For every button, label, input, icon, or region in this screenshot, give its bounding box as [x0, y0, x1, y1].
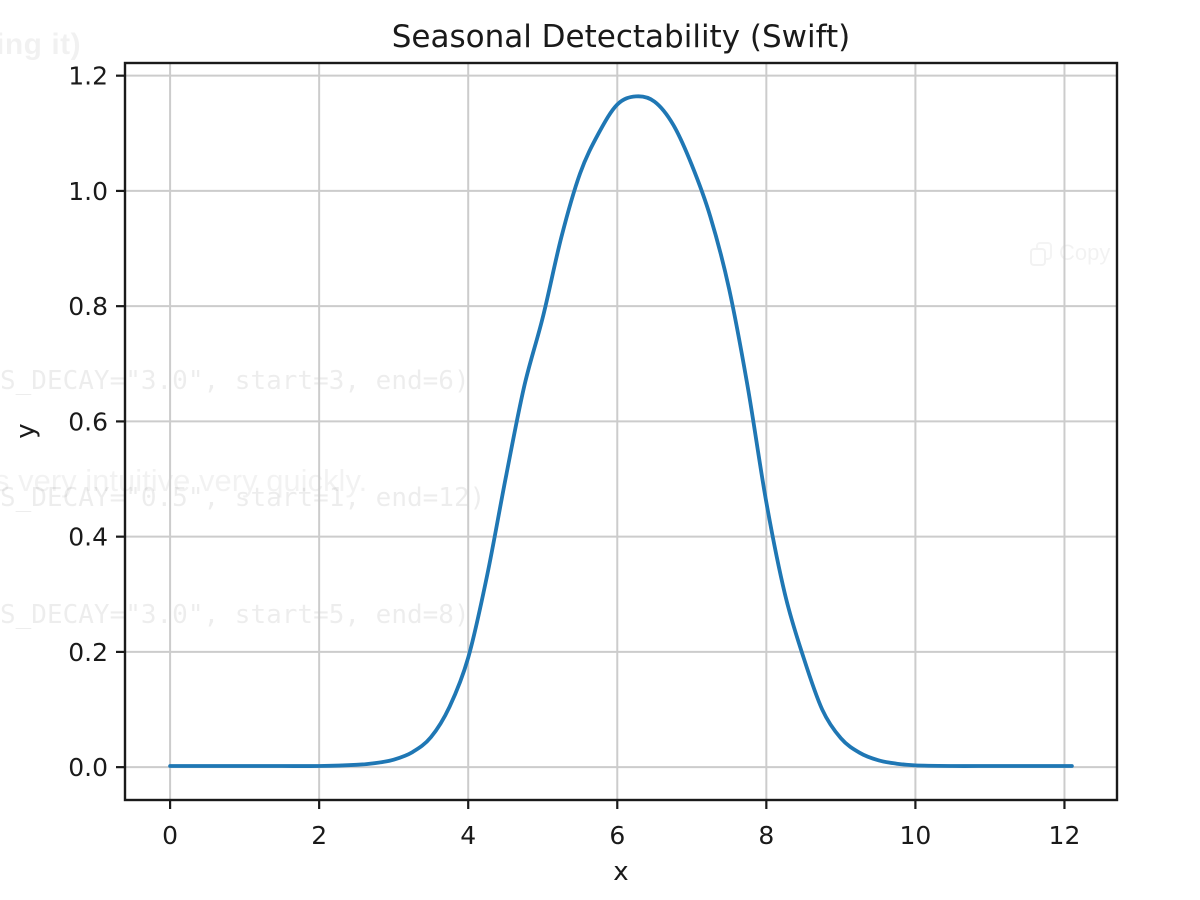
- ghost-text-sentence: s very intuitive very quickly.: [0, 463, 368, 498]
- copy-button-label: Copy: [1059, 240, 1111, 265]
- copy-button[interactable]: Copy: [1030, 238, 1110, 268]
- ghost-code-line: S_DECAY="3.0", start=3, end=6): [0, 366, 470, 396]
- ghost-code-line: S_DECAY="3.0", start=5, end=8): [0, 600, 470, 630]
- copy-icon: [1030, 242, 1052, 266]
- ghost-text-fragment: ing it): [0, 28, 82, 61]
